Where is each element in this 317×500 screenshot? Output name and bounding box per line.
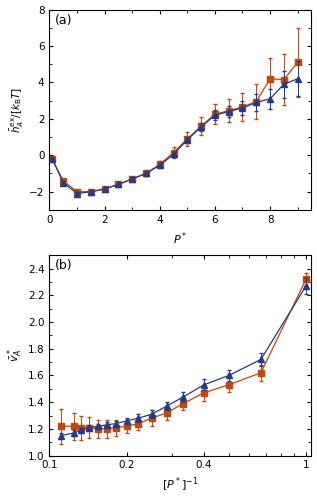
Y-axis label: $\bar{h}_A^{\mathrm{ex}}/[k_{\mathrm{B}}T]$: $\bar{h}_A^{\mathrm{ex}}/[k_{\mathrm{B}}… bbox=[9, 86, 26, 133]
X-axis label: $[P^*]^{-1}$: $[P^*]^{-1}$ bbox=[162, 476, 198, 494]
Y-axis label: $\bar{v}_A^*$: $\bar{v}_A^*$ bbox=[6, 348, 25, 362]
Text: (a): (a) bbox=[55, 14, 72, 26]
X-axis label: $P^*$: $P^*$ bbox=[173, 230, 188, 247]
Text: (b): (b) bbox=[55, 260, 72, 272]
